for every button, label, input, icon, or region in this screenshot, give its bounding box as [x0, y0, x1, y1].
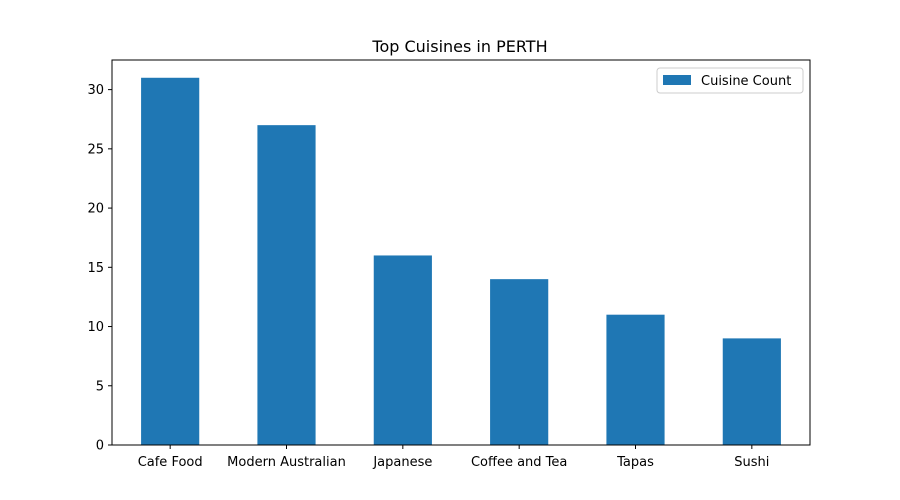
- chart-title: Top Cuisines in PERTH: [371, 37, 547, 56]
- y-tick-label: 10: [87, 320, 104, 335]
- x-tick-label: Tapas: [616, 455, 654, 470]
- legend-swatch: [663, 75, 691, 85]
- bar-sushi: [722, 338, 781, 445]
- legend: Cuisine Count: [656, 67, 804, 94]
- y-tick-label: 30: [87, 83, 104, 98]
- y-tick-label: 0: [96, 439, 104, 454]
- axes-frame: [111, 59, 811, 446]
- y-tick-label: 15: [87, 261, 104, 276]
- x-tick-label: Coffee and Tea: [471, 455, 567, 470]
- x-tick-label: Sushi: [734, 455, 769, 470]
- y-tick-label: 25: [87, 142, 104, 157]
- y-tick-label: 5: [96, 379, 104, 394]
- legend-label: Cuisine Count: [701, 74, 791, 89]
- x-tick-label: Cafe Food: [138, 455, 203, 470]
- plot-area: 0 5 10 15 20 25 30 Cafe Food Modern Australian Ja…: [87, 59, 811, 470]
- bar-cafe-food: [141, 77, 200, 446]
- bar-coffee-and-tea: [490, 279, 549, 445]
- x-tick-label: Modern Australian: [227, 455, 346, 470]
- bar-japanese: [373, 255, 432, 445]
- legend-box: [656, 67, 804, 94]
- bar-tapas: [606, 314, 665, 445]
- bar-modern-australian: [257, 125, 316, 446]
- x-tick-label: Japanese: [372, 455, 432, 470]
- y-tick-label: 20: [87, 202, 104, 217]
